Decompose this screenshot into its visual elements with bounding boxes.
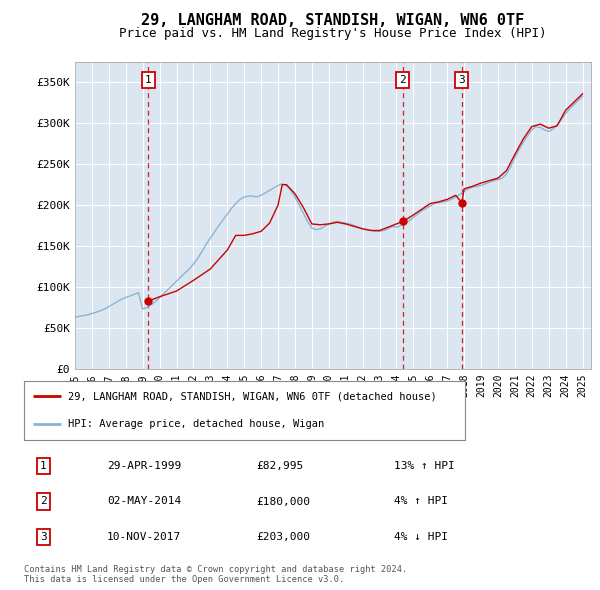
Text: Price paid vs. HM Land Registry's House Price Index (HPI): Price paid vs. HM Land Registry's House … (119, 27, 547, 40)
Text: 1: 1 (145, 75, 152, 85)
Text: Contains HM Land Registry data © Crown copyright and database right 2024.: Contains HM Land Registry data © Crown c… (24, 565, 407, 574)
Text: £203,000: £203,000 (256, 532, 310, 542)
Text: 29, LANGHAM ROAD, STANDISH, WIGAN, WN6 0TF (detached house): 29, LANGHAM ROAD, STANDISH, WIGAN, WN6 0… (68, 392, 437, 401)
Text: 3: 3 (458, 75, 465, 85)
Text: 2: 2 (40, 497, 47, 506)
Text: 3: 3 (40, 532, 47, 542)
Text: 29-APR-1999: 29-APR-1999 (107, 461, 181, 471)
Text: 4% ↑ HPI: 4% ↑ HPI (394, 497, 448, 506)
Text: £180,000: £180,000 (256, 497, 310, 506)
Text: This data is licensed under the Open Government Licence v3.0.: This data is licensed under the Open Gov… (24, 575, 344, 584)
Text: 02-MAY-2014: 02-MAY-2014 (107, 497, 181, 506)
Text: HPI: Average price, detached house, Wigan: HPI: Average price, detached house, Wiga… (68, 419, 325, 428)
Text: 4% ↓ HPI: 4% ↓ HPI (394, 532, 448, 542)
Text: 13% ↑ HPI: 13% ↑ HPI (394, 461, 455, 471)
Text: £82,995: £82,995 (256, 461, 303, 471)
Text: 2: 2 (400, 75, 406, 85)
Text: 29, LANGHAM ROAD, STANDISH, WIGAN, WN6 0TF: 29, LANGHAM ROAD, STANDISH, WIGAN, WN6 0… (142, 13, 524, 28)
Text: 1: 1 (40, 461, 47, 471)
Text: 10-NOV-2017: 10-NOV-2017 (107, 532, 181, 542)
